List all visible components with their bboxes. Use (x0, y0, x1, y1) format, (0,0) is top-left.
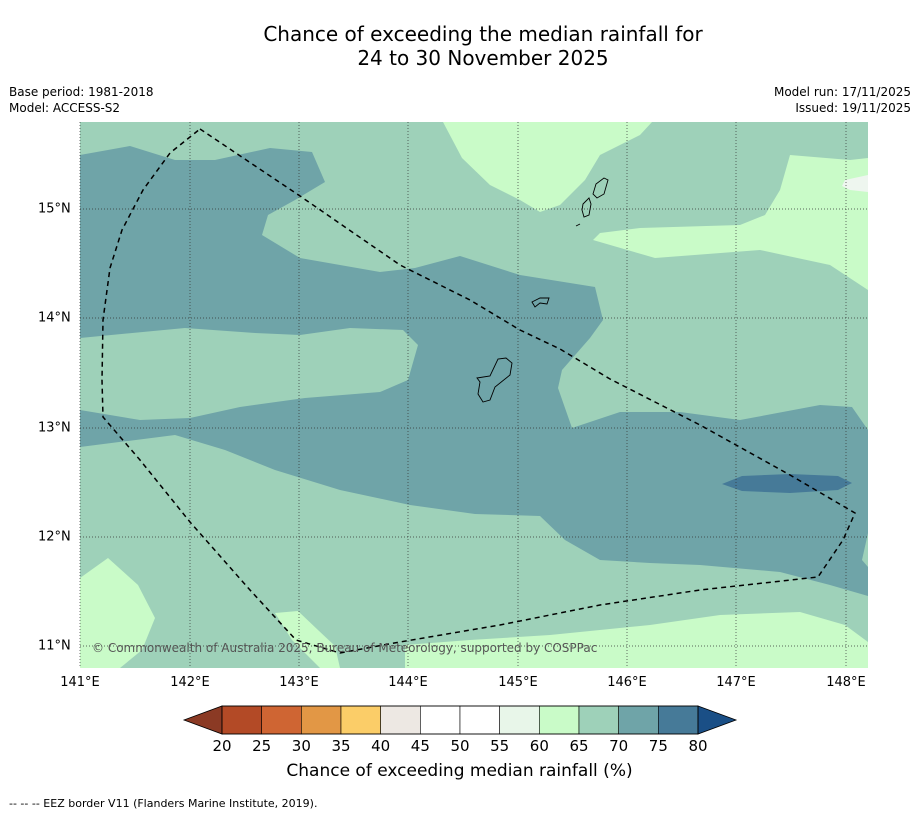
gridlines (79, 122, 868, 668)
model-run: Model run: 17/11/2025 (773, 85, 911, 99)
colorbar-tick-70: 70 (609, 737, 629, 755)
lon-tick-141: 141°E (60, 675, 100, 690)
region-70-75 (80, 146, 868, 596)
lon-tick-142: 142°E (170, 675, 210, 690)
colorbar-cell (380, 705, 421, 735)
region-60-65-southwest (80, 558, 155, 668)
colorbar-tick-45: 45 (410, 737, 430, 755)
lat-tick-15: 15°N (38, 201, 71, 217)
colorbar-tick-20: 20 (212, 737, 232, 755)
lat-tick-11: 11°N (38, 638, 71, 654)
lat-tick-13: 13°N (38, 420, 71, 436)
chart-title: Chance of exceeding the median rainfall … (0, 22, 919, 70)
island-rota (531, 297, 550, 308)
region-60-65-south (275, 611, 340, 668)
colorbar-cell (301, 705, 342, 735)
colorbar-cell (499, 705, 540, 735)
lon-tick-145: 145°E (498, 675, 538, 690)
colorbar-tick-65: 65 (569, 737, 589, 755)
colorbar-tick-75: 75 (648, 737, 668, 755)
lon-tick-148: 148°E (826, 675, 866, 690)
colorbar-outline (221, 705, 699, 735)
lat-tick-12: 12°N (38, 529, 71, 545)
colorbar-cell (261, 705, 302, 735)
island-saipan (592, 177, 609, 199)
lon-tick-147: 147°E (716, 675, 756, 690)
colorbar-cell (420, 705, 461, 735)
island-tinian (581, 197, 592, 218)
copyright-text: © Commonwealth of Australia 2025, Bureau… (92, 641, 598, 655)
title-line-1: Chance of exceeding the median rainfall … (263, 22, 703, 46)
base-period: Base period: 1981-2018 (9, 85, 154, 99)
island-aguijan (575, 223, 581, 227)
colorbar-tick-35: 35 (331, 737, 351, 755)
colorbar-cell (539, 705, 580, 735)
region-75-80 (722, 474, 852, 493)
lon-tick-146: 146°E (607, 675, 647, 690)
model-name: Model: ACCESS-S2 (9, 101, 121, 115)
issued-date: Issued: 19/11/2025 (795, 101, 911, 115)
colorbar-tick-40: 40 (371, 737, 391, 755)
colorbar-tick-60: 60 (529, 737, 549, 755)
colorbar (182, 705, 738, 735)
lon-tick-144: 144°E (388, 675, 428, 690)
region-60-65-north (443, 122, 652, 212)
region-60-65-southeast (405, 612, 868, 668)
colorbar-cell (459, 705, 500, 735)
region-60-65-northeast (593, 155, 868, 290)
colorbar-cell (340, 705, 381, 735)
lon-tick-143: 143°E (279, 675, 319, 690)
colorbar-extend-high (697, 705, 738, 735)
lat-tick-14: 14°N (38, 310, 71, 326)
colorbar-cell (221, 705, 262, 735)
meta-left: Base period: 1981-2018 Model: ACCESS-S2 (9, 84, 154, 116)
island-guam (476, 357, 513, 403)
colorbar-tick-55: 55 (490, 737, 510, 755)
colorbar-cell (618, 705, 659, 735)
title-line-2: 24 to 30 November 2025 (357, 46, 609, 70)
colorbar-cell (578, 705, 619, 735)
colorbar-cell (658, 705, 699, 735)
colorbar-tick-80: 80 (688, 737, 708, 755)
footnote-eez: -- -- -- EEZ border V11 (Flanders Marine… (9, 797, 318, 810)
colorbar-tick-25: 25 (252, 737, 272, 755)
eez-border (101, 128, 856, 654)
colorbar-tick-50: 50 (450, 737, 470, 755)
colorbar-title: Chance of exceeding median rainfall (%) (286, 761, 633, 781)
meta-right: Model run: 17/11/2025 Issued: 19/11/2025 (774, 84, 911, 116)
region-white-patch (842, 175, 868, 192)
colorbar-tick-30: 30 (291, 737, 311, 755)
colorbar-extend-low (182, 705, 223, 735)
